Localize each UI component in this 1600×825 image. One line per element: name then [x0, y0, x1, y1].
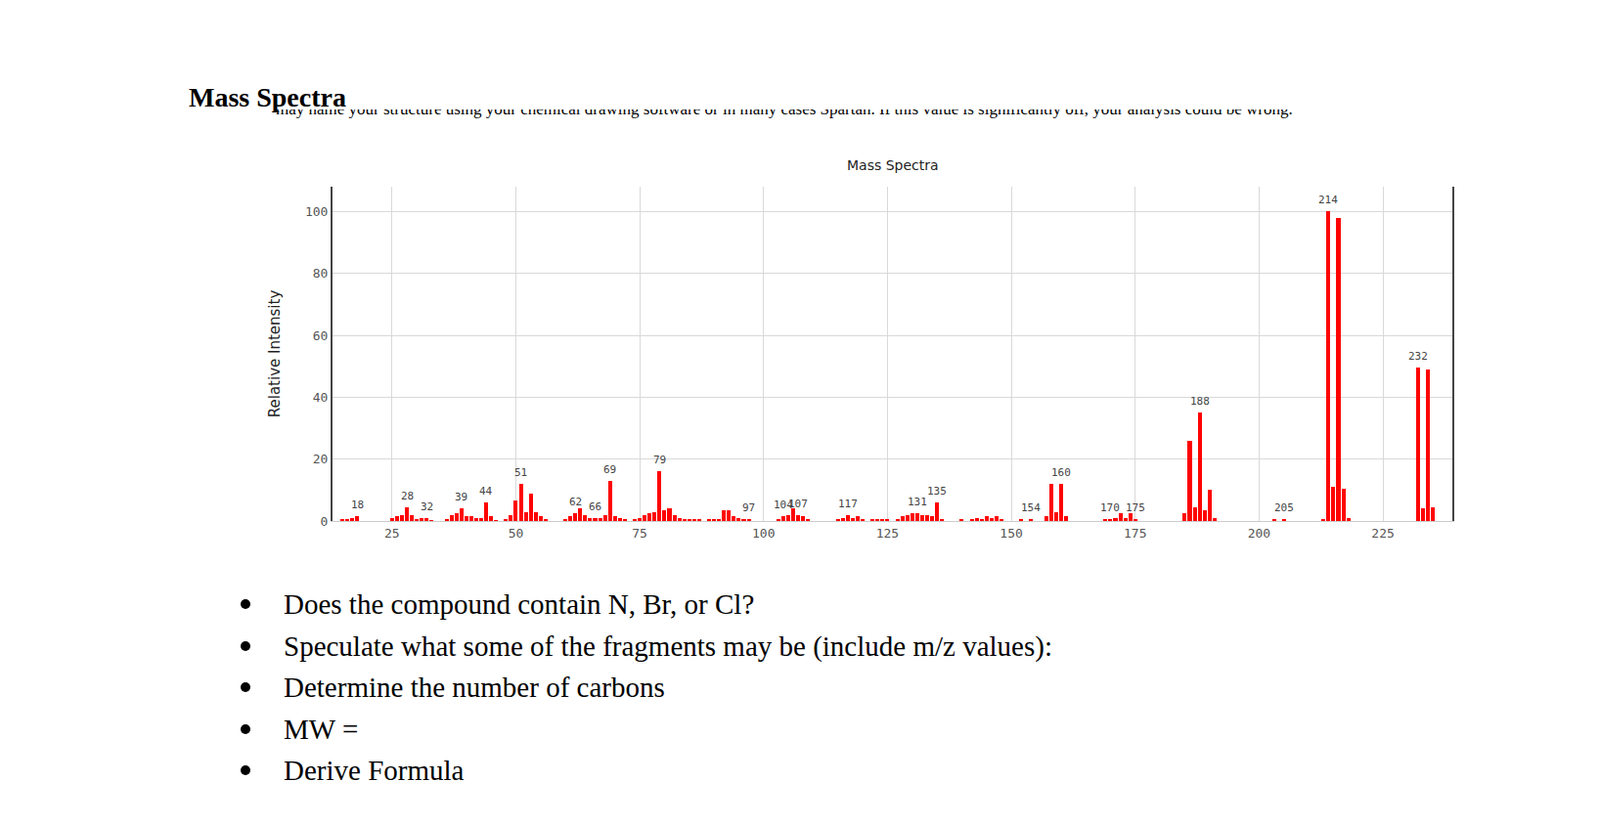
- svg-text:18: 18: [351, 498, 364, 512]
- svg-text:80: 80: [312, 266, 329, 281]
- html-text:Determine the number of carbon: Determine the number of carbons: [283, 671, 665, 704]
- html-text:Speculate what some of the fra: Speculate what some of the fragments may…: [283, 630, 1053, 662]
- svg-text:104: 104: [773, 498, 794, 512]
- svg-text:79: 79: [653, 453, 667, 467]
- svg-text:97: 97: [742, 501, 756, 515]
- html-text:MW =: MW =: [283, 713, 359, 745]
- svg-text:62: 62: [569, 495, 582, 509]
- svg-text:25: 25: [384, 526, 400, 541]
- svg-text:100: 100: [305, 204, 328, 220]
- svg-text:107: 107: [788, 497, 808, 511]
- svg-text:135: 135: [927, 485, 947, 498]
- svg-text:100: 100: [752, 526, 775, 541]
- svg-text:188: 188: [1190, 395, 1210, 408]
- svg-text:66: 66: [588, 500, 602, 514]
- svg-text:44: 44: [479, 485, 493, 498]
- svg-text:160: 160: [1051, 466, 1071, 480]
- html-text:Derive Formula: Derive Formula: [283, 755, 464, 787]
- svg-text:175: 175: [1125, 501, 1146, 515]
- html-text:Does the compound contain N, B: Does the compound contain N, Br, or Cl?: [283, 588, 755, 621]
- svg-text:50: 50: [508, 526, 525, 541]
- html-text:Mass Spectra: Mass Spectra: [188, 82, 347, 113]
- svg-text:214: 214: [1318, 193, 1338, 207]
- svg-text:200: 200: [1247, 526, 1271, 541]
- svg-text:60: 60: [312, 328, 329, 344]
- svg-text:131: 131: [907, 495, 928, 509]
- svg-text:232: 232: [1408, 350, 1428, 363]
- svg-text:69: 69: [603, 463, 617, 477]
- svg-text:125: 125: [876, 526, 899, 541]
- svg-text:20: 20: [312, 451, 329, 467]
- svg-text:0: 0: [320, 514, 329, 530]
- svg-text:32: 32: [420, 500, 434, 514]
- svg-text:39: 39: [454, 490, 468, 504]
- svg-text:28: 28: [400, 489, 414, 503]
- svg-text:205: 205: [1274, 501, 1294, 515]
- svg-text:225: 225: [1371, 526, 1394, 541]
- svg-text:51: 51: [514, 466, 528, 480]
- svg-text:Mass Spectra: Mass Spectra: [846, 157, 939, 174]
- svg-text:175: 175: [1123, 526, 1147, 541]
- svg-text:Relative Intensity: Relative Intensity: [266, 290, 284, 419]
- svg-text:170: 170: [1100, 501, 1120, 515]
- svg-text:117: 117: [838, 497, 858, 511]
- svg-text:40: 40: [312, 390, 329, 405]
- svg-text:75: 75: [631, 526, 648, 541]
- svg-text:154: 154: [1021, 501, 1041, 515]
- svg-text:150: 150: [999, 526, 1023, 541]
